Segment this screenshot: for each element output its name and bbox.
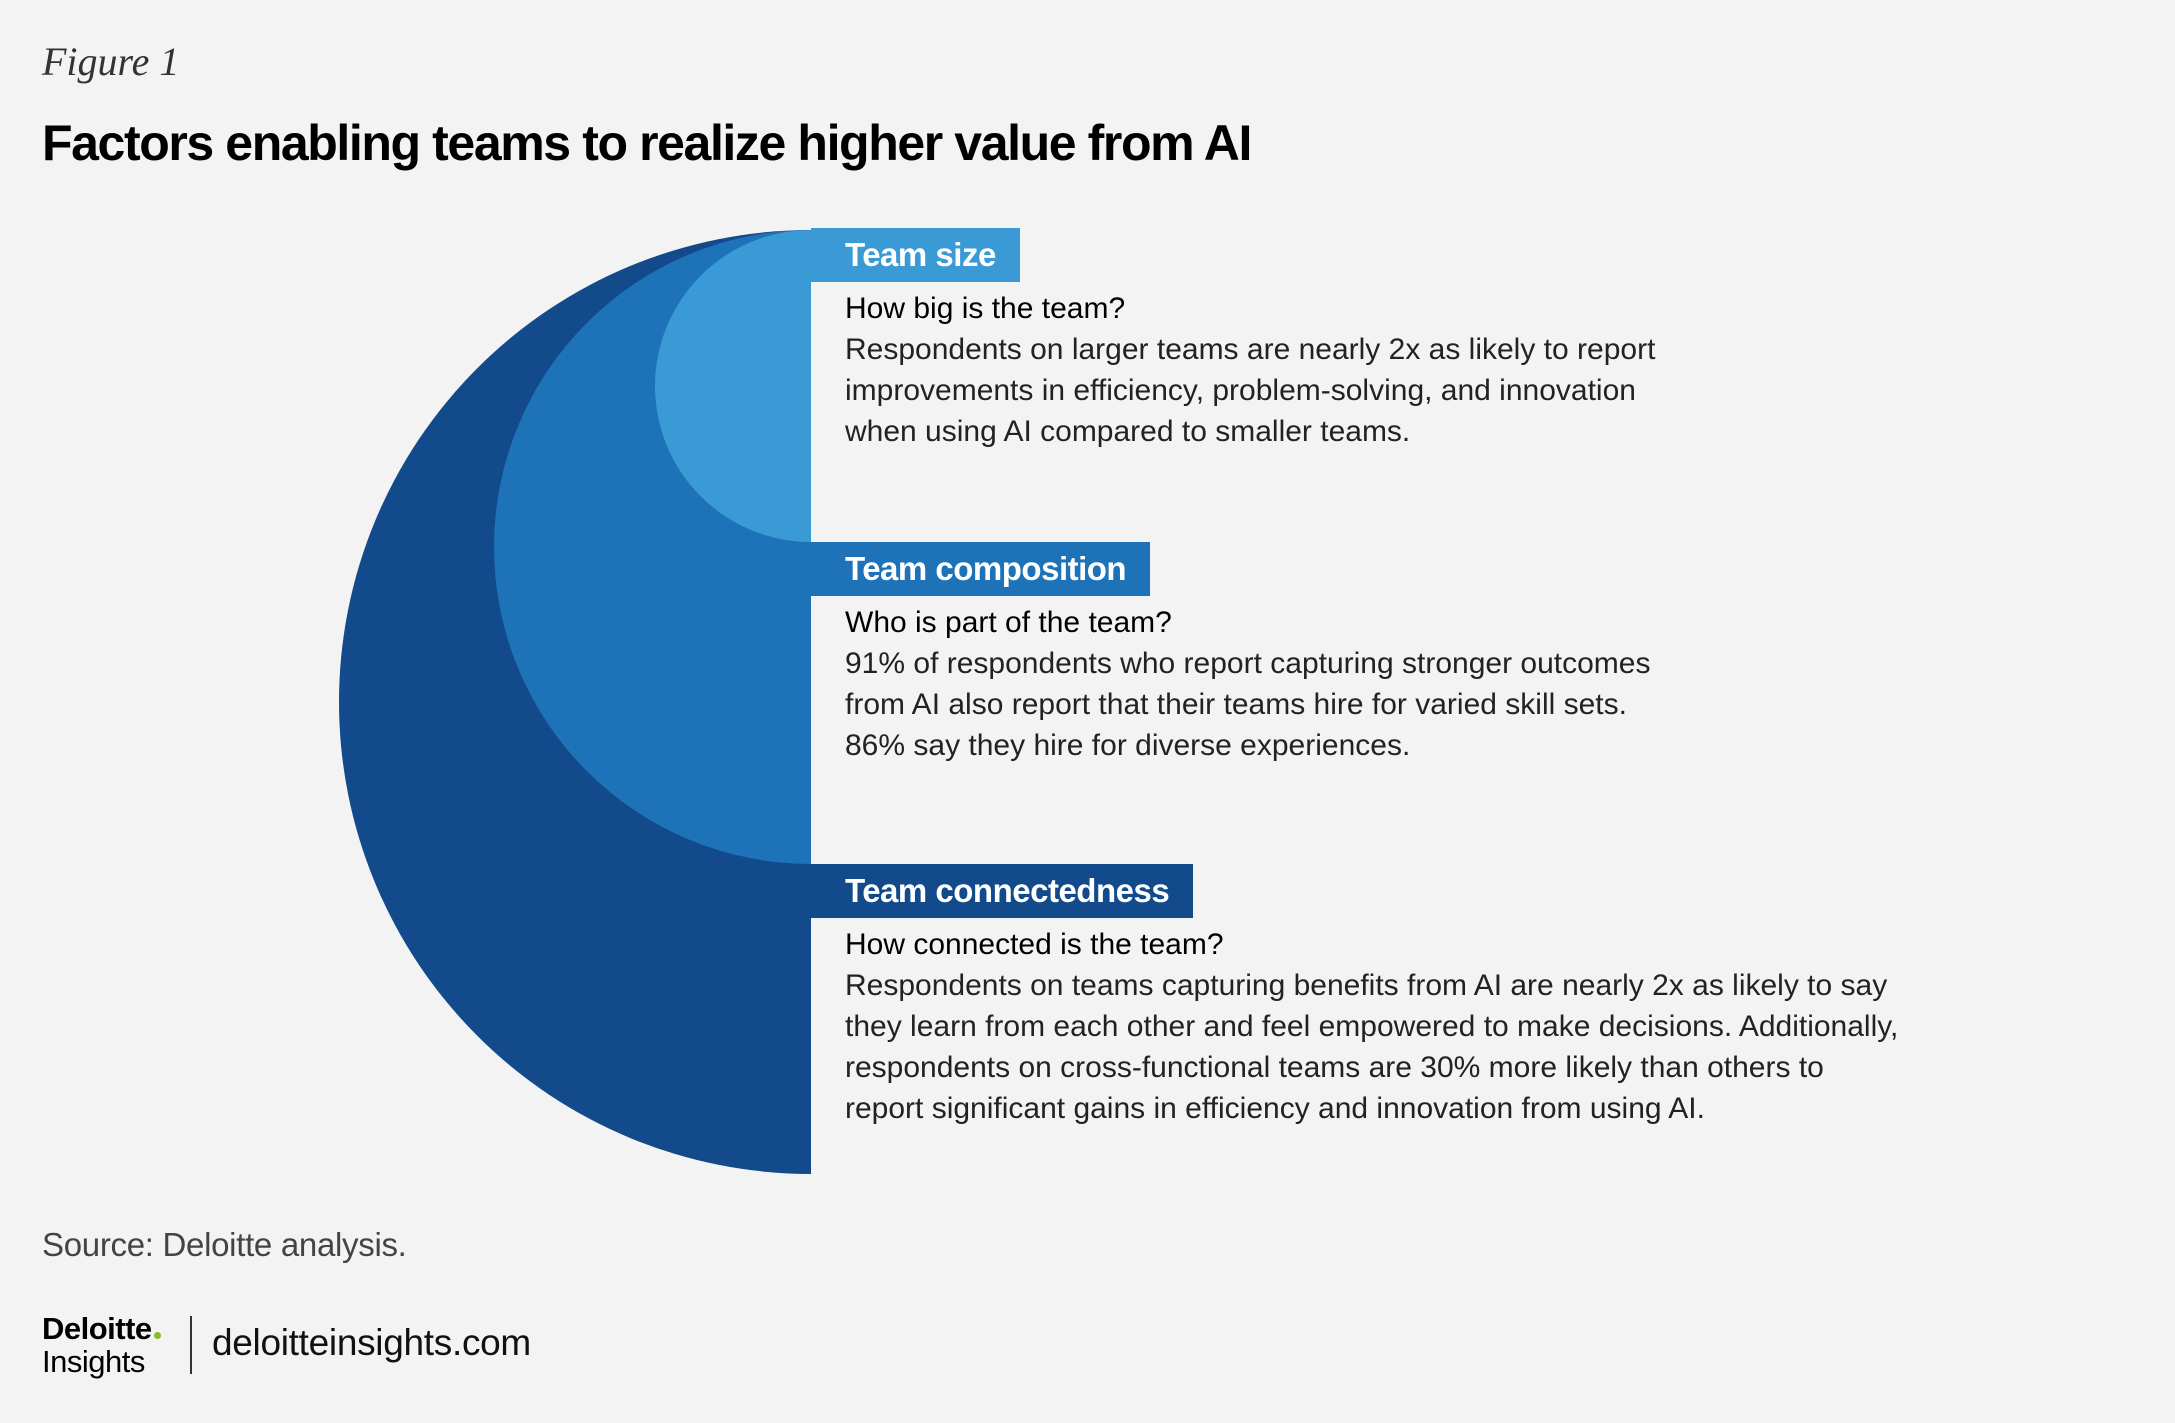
body-line: improvements in efficiency, problem-solv… bbox=[845, 374, 1636, 407]
body-line: 91% of respondents who report capturing … bbox=[845, 647, 1651, 680]
body-line: report significant gains in efficiency a… bbox=[845, 1092, 1705, 1125]
brand-divider bbox=[190, 1316, 192, 1374]
body-line: when using AI compared to smaller teams. bbox=[845, 415, 1411, 448]
section-label-team-composition: Team composition bbox=[811, 542, 1151, 596]
source-note: Source: Deloitte analysis. bbox=[42, 1226, 407, 1263]
body-line: respondents on cross-functional teams ar… bbox=[845, 1051, 1824, 1084]
brand-logo: Deloitte Insights bbox=[42, 1312, 161, 1378]
body-line: from AI also report that their teams hir… bbox=[845, 688, 1627, 721]
section-body-team-connectedness: Respondents on teams capturing benefits … bbox=[845, 965, 1945, 1129]
page-title: Factors enabling teams to realize higher… bbox=[42, 115, 1252, 171]
section-question-team-size: How big is the team? bbox=[845, 292, 1126, 325]
section-body-team-composition: 91% of respondents who report capturing … bbox=[845, 643, 1945, 766]
section-question-team-connectedness: How connected is the team? bbox=[845, 928, 1224, 961]
body-line: they learn from each other and feel empo… bbox=[845, 1010, 1899, 1043]
body-line: Respondents on larger teams are nearly 2… bbox=[845, 333, 1656, 366]
inner-half-circle bbox=[655, 230, 811, 542]
body-line: Respondents on teams capturing benefits … bbox=[845, 969, 1888, 1002]
brand-dot-icon bbox=[153, 1332, 161, 1339]
section-question-team-composition: Who is part of the team? bbox=[845, 606, 1172, 639]
figure-label: Figure 1 bbox=[42, 39, 180, 84]
section-label-team-connectedness: Team connectedness bbox=[811, 864, 1194, 918]
brand-sub: Insights bbox=[42, 1344, 145, 1379]
site-link[interactable]: deloitteinsights.com bbox=[212, 1322, 531, 1363]
brand-name: Deloitte bbox=[42, 1311, 152, 1346]
section-label-team-size: Team size bbox=[811, 228, 1020, 282]
section-body-team-size: Respondents on larger teams are nearly 2… bbox=[845, 329, 1945, 452]
body-line: 86% say they hire for diverse experience… bbox=[845, 729, 1411, 762]
